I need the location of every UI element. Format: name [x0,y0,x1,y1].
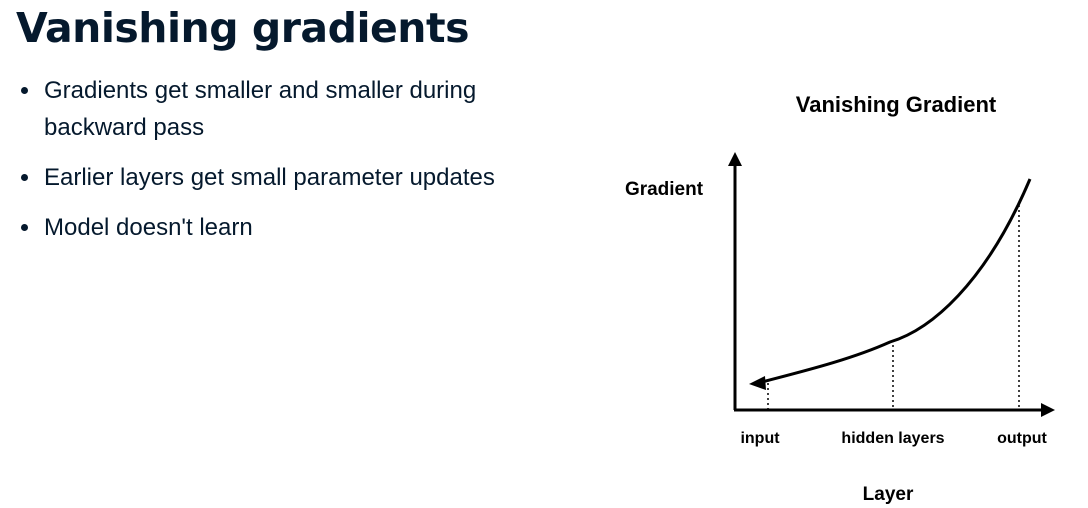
x-tick-label-input: input [740,430,780,447]
slide-title: Vanishing gradients [16,4,470,52]
bullet-item: Gradients get smaller and smaller during… [18,72,578,146]
bullet-list: Gradients get smaller and smaller during… [18,72,578,259]
y-axis-label: Gradient [625,179,704,200]
bullet-item: Earlier layers get small parameter updat… [18,159,578,196]
x-tick-label-output: output [997,430,1047,447]
x-axis-label: Layer [863,484,914,505]
y-axis-arrowhead [728,152,742,166]
diagram-title: Vanishing Gradient [796,92,997,117]
gradient-curve [761,178,1032,384]
x-tick-label-hidden: hidden layers [841,430,944,447]
curve-arrowhead [749,376,766,390]
x-axis-arrowhead [1041,403,1055,417]
bullet-item: Model doesn't learn [18,209,578,246]
